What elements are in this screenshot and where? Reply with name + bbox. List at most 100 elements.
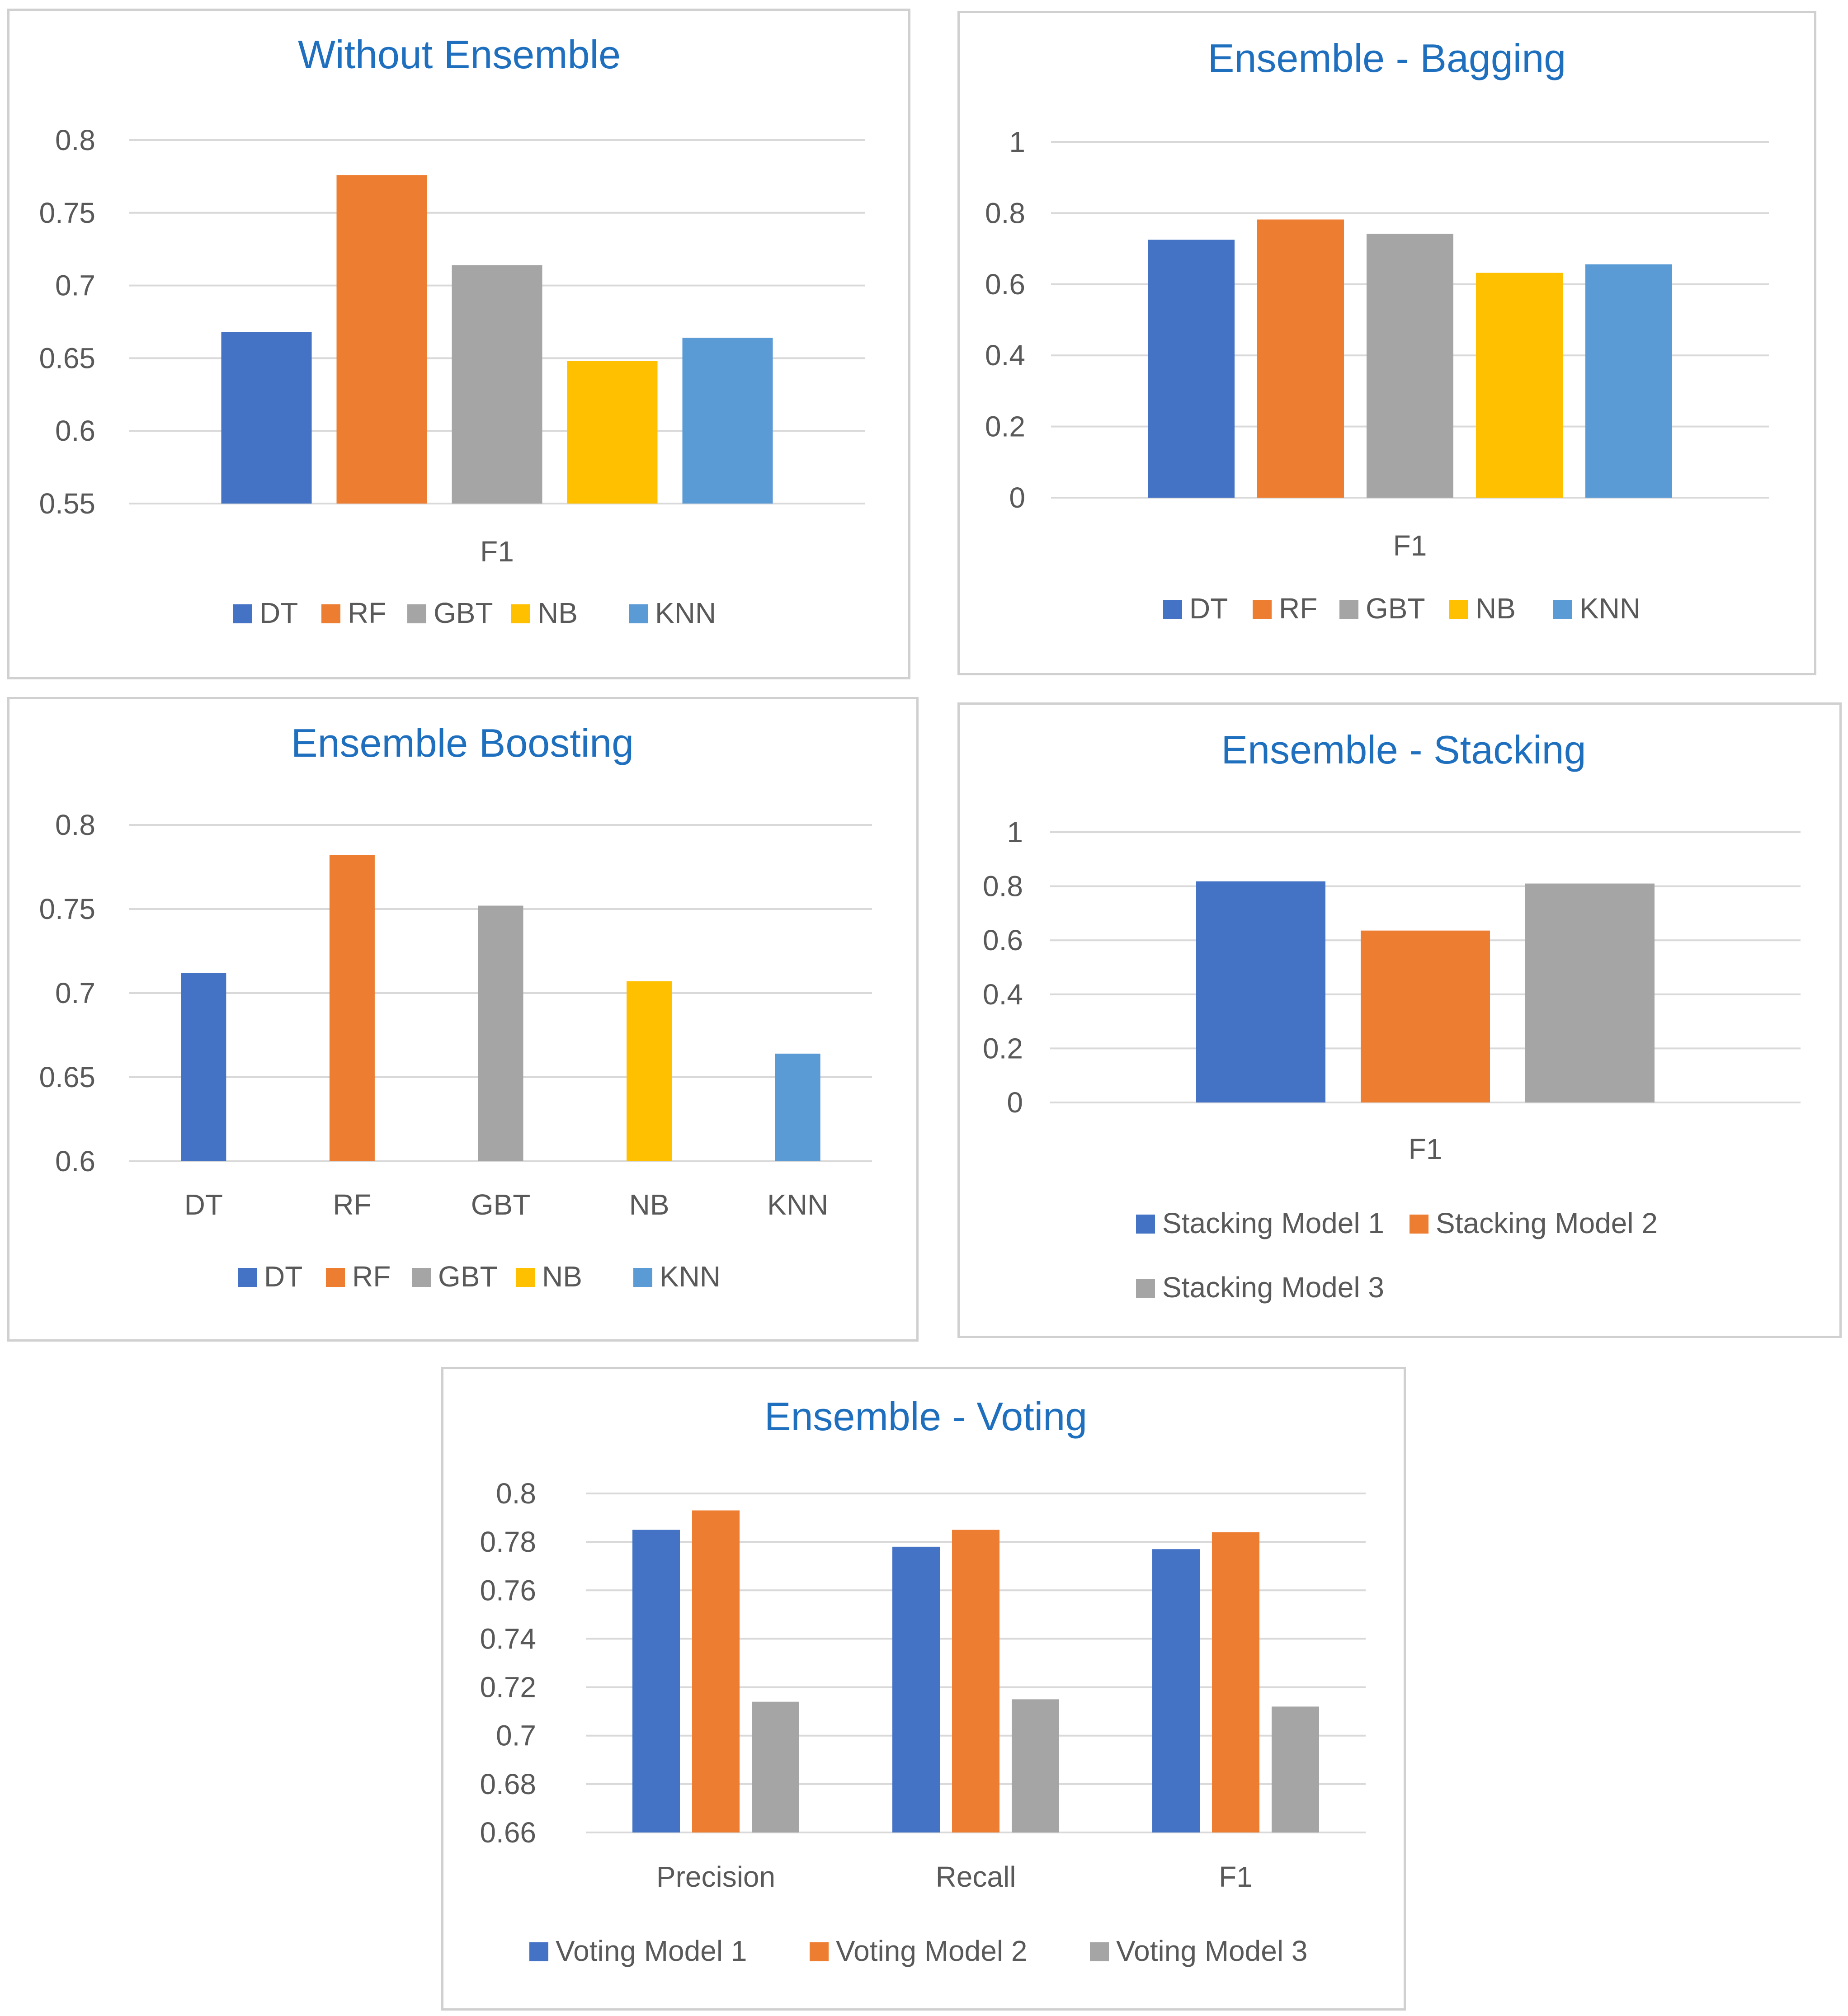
legend-label: GBT bbox=[1366, 592, 1425, 625]
bar-voting-model-2 bbox=[952, 1530, 999, 1832]
bar-dt bbox=[181, 973, 226, 1161]
bar-knn bbox=[682, 338, 773, 504]
legend-label: KNN bbox=[655, 597, 716, 629]
y-tick-label: 0 bbox=[1009, 481, 1025, 514]
chart-panel-voting: Ensemble - Voting 0.66 0.68 0.7 0.72 0.74 0.7… bbox=[441, 1367, 1406, 2011]
x-category-label: F1 bbox=[1393, 529, 1427, 562]
bar-stacking-model-3 bbox=[1525, 883, 1655, 1102]
bar-voting-model-3 bbox=[1272, 1706, 1319, 1832]
chart-title: Ensemble - Voting bbox=[764, 1394, 1087, 1439]
bar-voting-model-3 bbox=[1012, 1699, 1059, 1832]
legend-label: KNN bbox=[660, 1260, 721, 1293]
y-tick-label: 1 bbox=[1009, 126, 1025, 158]
y-tick-label: 0.8 bbox=[983, 870, 1023, 903]
legend-label: NB bbox=[537, 597, 578, 629]
bar-voting-model-2 bbox=[1212, 1532, 1259, 1832]
x-category-label: F1 bbox=[1409, 1133, 1443, 1165]
y-tick-label: 1 bbox=[1007, 816, 1023, 848]
legend-label: DT bbox=[1189, 592, 1228, 625]
bar-gbt bbox=[452, 265, 542, 504]
chart-panel-without-ensemble: Without Ensemble 0.55 0.6 0.65 0.7 0.75 0.8 F1… bbox=[7, 9, 910, 679]
bar-rf bbox=[336, 175, 427, 504]
legend-label: DT bbox=[264, 1260, 302, 1293]
y-tick-label: 0.6 bbox=[55, 1145, 95, 1178]
legend-swatch bbox=[1136, 1215, 1155, 1234]
legend-label: GBT bbox=[438, 1260, 498, 1293]
chart-title: Without Ensemble bbox=[298, 32, 621, 77]
bar-dt bbox=[1148, 240, 1235, 498]
legend-label: NB bbox=[1476, 592, 1516, 625]
legend-swatch bbox=[1253, 600, 1272, 619]
x-category-label: NB bbox=[629, 1188, 669, 1221]
y-tick-label: 0 bbox=[1007, 1086, 1023, 1119]
y-tick-label: 0.8 bbox=[55, 809, 95, 841]
y-tick-label: 0.2 bbox=[983, 1032, 1023, 1065]
legend-swatch bbox=[1410, 1215, 1428, 1234]
chart-svg: Without Ensemble 0.55 0.6 0.65 0.7 0.75 0.8 F1… bbox=[39, 32, 865, 629]
chart-title: Ensemble Boosting bbox=[291, 721, 634, 765]
bar-rf bbox=[329, 855, 375, 1161]
y-tick-label: 0.74 bbox=[480, 1622, 536, 1655]
legend-swatch bbox=[511, 604, 530, 623]
legend-label: RF bbox=[352, 1260, 391, 1293]
x-category-label: F1 bbox=[1219, 1861, 1253, 1893]
bar-knn bbox=[775, 1053, 820, 1161]
y-tick-label: 0.75 bbox=[39, 893, 95, 925]
bar-nb bbox=[1476, 273, 1563, 498]
bar-dt bbox=[221, 332, 312, 504]
y-tick-label: 0.68 bbox=[480, 1768, 536, 1800]
chart-svg: Ensemble - Bagging 0 0.2 0.4 0.6 0.8 1 F1 DT RF G… bbox=[985, 36, 1769, 625]
x-category-label: KNN bbox=[767, 1188, 828, 1221]
legend-swatch bbox=[407, 604, 426, 623]
legend-swatch bbox=[529, 1942, 548, 1961]
bar-knn bbox=[1585, 264, 1672, 498]
legend-label: Stacking Model 1 bbox=[1162, 1207, 1384, 1239]
y-tick-label: 0.76 bbox=[480, 1574, 536, 1606]
legend-label: Voting Model 3 bbox=[1116, 1935, 1307, 1967]
legend-label: RF bbox=[1279, 592, 1317, 625]
legend-label: Stacking Model 3 bbox=[1162, 1271, 1384, 1304]
chart-svg: Ensemble Boosting 0.6 0.65 0.7 0.75 0.8 DT RF G… bbox=[39, 721, 872, 1293]
legend-swatch bbox=[321, 604, 340, 623]
y-tick-label: 0.6 bbox=[983, 924, 1023, 956]
x-category-label: Recall bbox=[936, 1861, 1016, 1893]
y-tick-label: 0.6 bbox=[985, 268, 1025, 301]
y-tick-label: 0.55 bbox=[39, 487, 95, 520]
legend-swatch bbox=[412, 1268, 431, 1287]
y-tick-label: 0.66 bbox=[480, 1816, 536, 1849]
x-category-label: RF bbox=[333, 1188, 371, 1221]
bar-stacking-model-1 bbox=[1196, 881, 1325, 1102]
chart-panel-stacking: Ensemble - Stacking 0 0.2 0.4 0.6 0.8 1 F1 Stac… bbox=[957, 702, 1842, 1338]
chart-panel-bagging: Ensemble - Bagging 0 0.2 0.4 0.6 0.8 1 F1 DT RF G… bbox=[957, 11, 1816, 675]
y-tick-label: 0.2 bbox=[985, 410, 1025, 443]
bar-nb bbox=[567, 361, 658, 504]
legend-swatch bbox=[1163, 600, 1182, 619]
y-tick-label: 0.65 bbox=[39, 342, 95, 374]
legend-swatch bbox=[1136, 1279, 1155, 1298]
chart-svg: Ensemble - Voting 0.66 0.68 0.7 0.72 0.74 0.7… bbox=[480, 1394, 1366, 1967]
y-tick-label: 0.8 bbox=[55, 124, 95, 156]
legend-label: NB bbox=[542, 1260, 582, 1293]
legend-swatch bbox=[810, 1942, 829, 1961]
bar-voting-model-1 bbox=[892, 1546, 940, 1832]
bar-voting-model-1 bbox=[632, 1530, 680, 1832]
x-category-label: GBT bbox=[471, 1188, 531, 1221]
bar-voting-model-3 bbox=[752, 1701, 799, 1832]
legend-label: GBT bbox=[434, 597, 493, 629]
y-tick-label: 0.75 bbox=[39, 197, 95, 229]
legend-swatch bbox=[326, 1268, 345, 1287]
legend-swatch bbox=[629, 604, 648, 623]
y-tick-label: 0.6 bbox=[55, 415, 95, 447]
legend-swatch bbox=[1090, 1942, 1109, 1961]
legend-label: Voting Model 1 bbox=[556, 1935, 747, 1967]
y-tick-label: 0.7 bbox=[55, 977, 95, 1009]
legend-swatch bbox=[233, 604, 252, 623]
y-tick-label: 0.8 bbox=[985, 197, 1025, 229]
legend-swatch bbox=[1553, 600, 1572, 619]
legend-swatch bbox=[238, 1268, 257, 1287]
bar-stacking-model-2 bbox=[1361, 930, 1490, 1102]
chart-svg: Ensemble - Stacking 0 0.2 0.4 0.6 0.8 1 F1 Stac… bbox=[983, 727, 1801, 1304]
y-tick-label: 0.4 bbox=[983, 978, 1023, 1011]
chart-title: Ensemble - Stacking bbox=[1221, 727, 1586, 772]
legend-swatch bbox=[1339, 600, 1358, 619]
